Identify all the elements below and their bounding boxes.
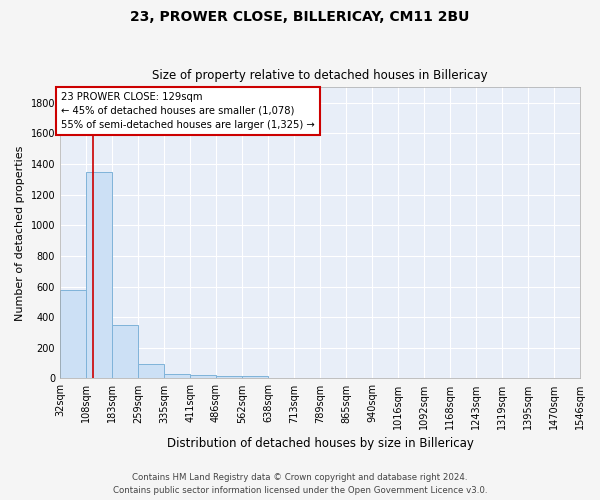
Bar bbox=[164, 374, 190, 378]
Text: Contains HM Land Registry data © Crown copyright and database right 2024.
Contai: Contains HM Land Registry data © Crown c… bbox=[113, 474, 487, 495]
Text: 23, PROWER CLOSE, BILLERICAY, CM11 2BU: 23, PROWER CLOSE, BILLERICAY, CM11 2BU bbox=[130, 10, 470, 24]
X-axis label: Distribution of detached houses by size in Billericay: Distribution of detached houses by size … bbox=[167, 437, 473, 450]
Bar bbox=[190, 374, 216, 378]
Title: Size of property relative to detached houses in Billericay: Size of property relative to detached ho… bbox=[152, 69, 488, 82]
Bar bbox=[242, 376, 268, 378]
Bar bbox=[112, 325, 138, 378]
Y-axis label: Number of detached properties: Number of detached properties bbox=[15, 145, 25, 320]
Bar bbox=[86, 172, 112, 378]
Bar bbox=[60, 290, 86, 378]
Bar bbox=[216, 376, 242, 378]
Text: 23 PROWER CLOSE: 129sqm
← 45% of detached houses are smaller (1,078)
55% of semi: 23 PROWER CLOSE: 129sqm ← 45% of detache… bbox=[61, 92, 315, 130]
Bar bbox=[138, 364, 164, 378]
